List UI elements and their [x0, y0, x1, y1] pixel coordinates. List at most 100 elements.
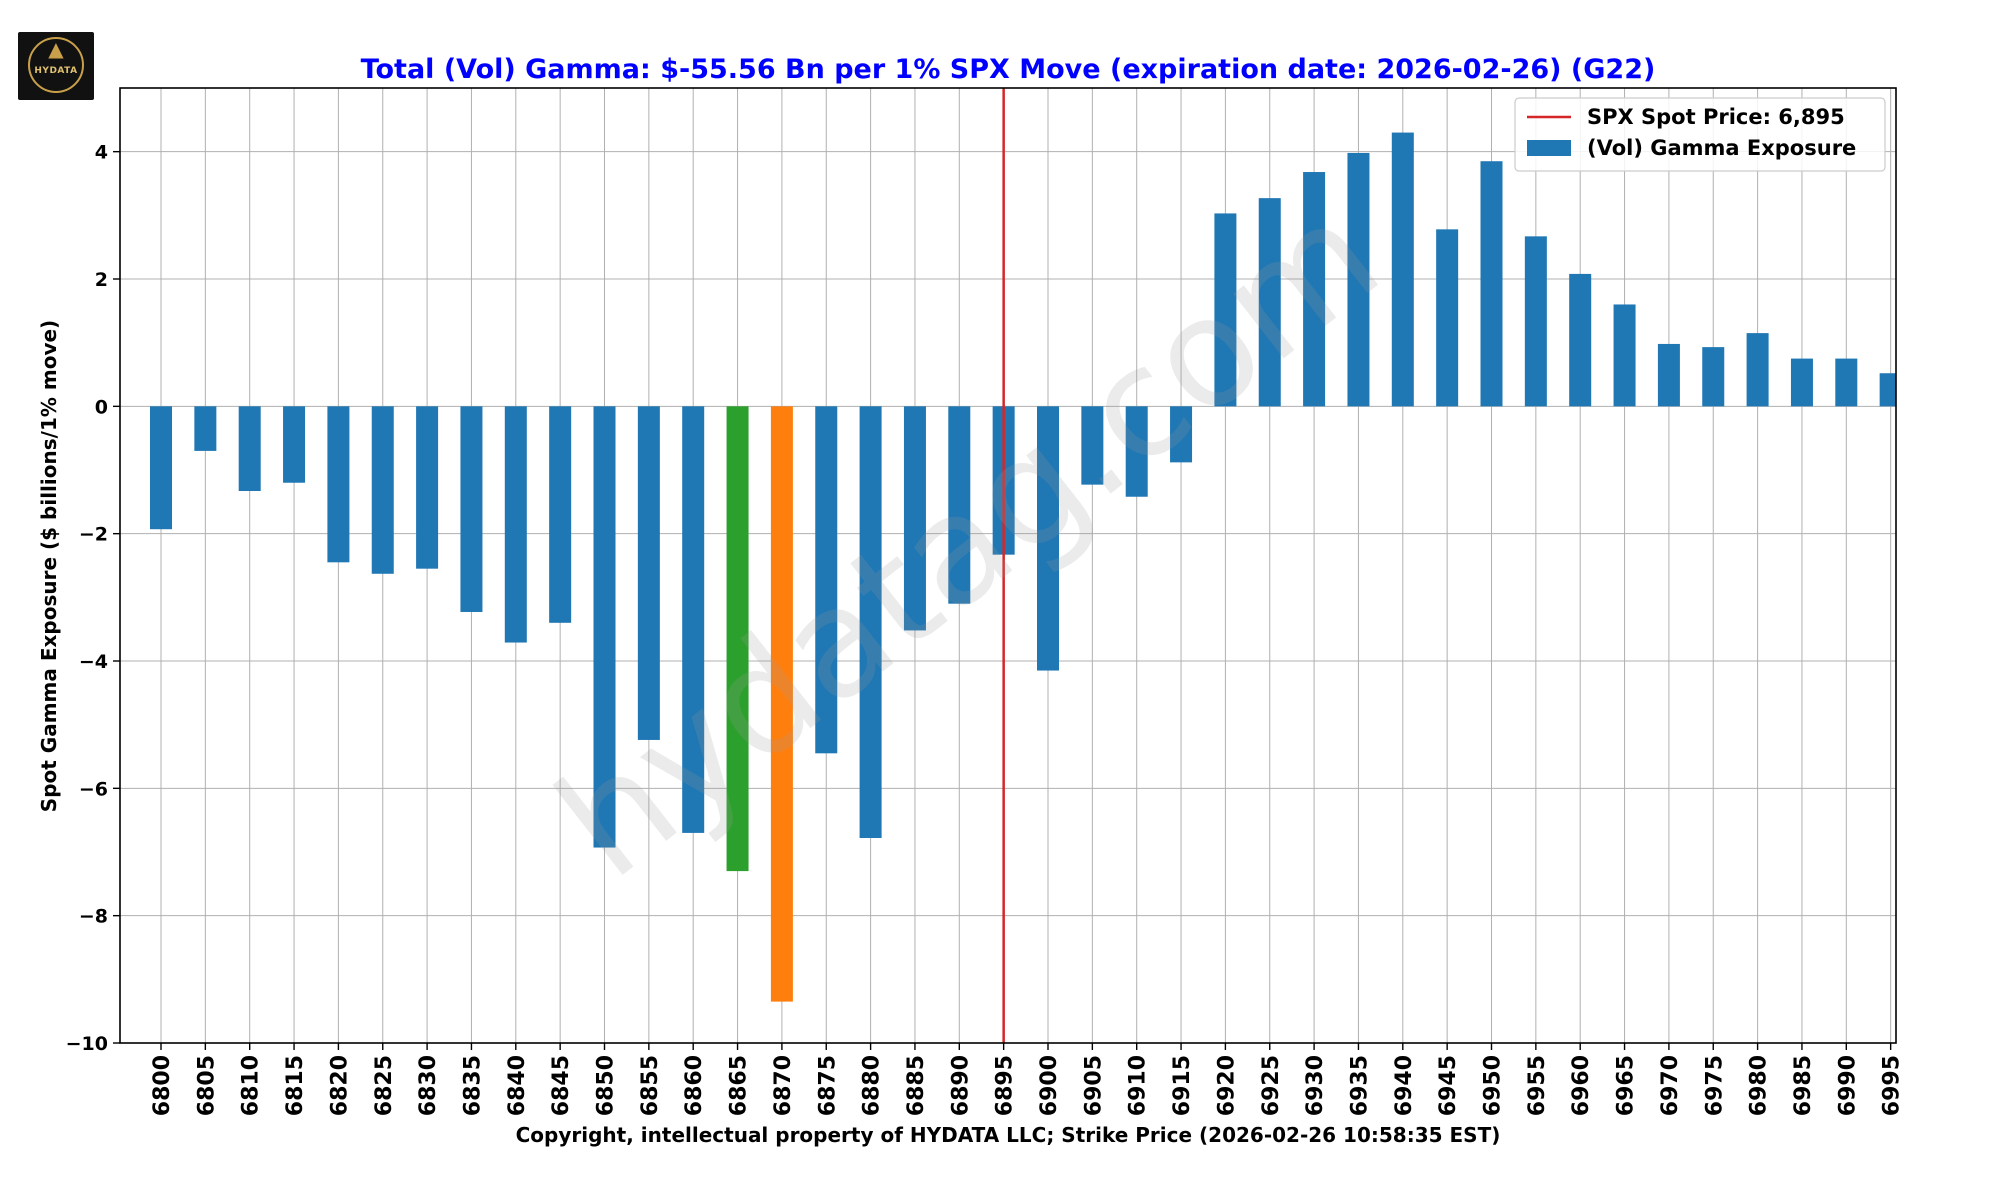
- bar-6805: [194, 406, 217, 451]
- plot-frame: [119, 87, 1897, 1044]
- x-tick-label: 6835: [460, 1055, 485, 1116]
- bar-6925: [1258, 198, 1281, 407]
- bar-6875: [815, 406, 838, 754]
- x-tick-label: 6870: [771, 1055, 796, 1116]
- logo-text: HYDATA: [34, 66, 78, 76]
- legend-box: [1514, 97, 1886, 172]
- x-tick-label: 6960: [1569, 1055, 1594, 1116]
- bar-6815: [283, 406, 306, 483]
- bar-6970: [1657, 343, 1680, 407]
- x-tick-label: 6925: [1259, 1055, 1284, 1116]
- bar-6800: [150, 406, 172, 530]
- logo-ring: [28, 37, 84, 93]
- bar-6920: [1214, 213, 1237, 407]
- bar-6975: [1702, 347, 1725, 407]
- x-tick-label: 6885: [904, 1055, 929, 1116]
- x-tick-label: 6990: [1835, 1055, 1860, 1116]
- bar-6955: [1524, 236, 1547, 407]
- y-tick-label: −6: [79, 778, 108, 800]
- x-axis-label: Copyright, intellectual property of HYDA…: [516, 1123, 1501, 1147]
- bar-6880: [859, 406, 882, 838]
- x-tick-label: 6875: [815, 1055, 840, 1116]
- x-tick-label: 6850: [594, 1055, 619, 1116]
- bar-6820: [327, 406, 350, 563]
- bar-6965: [1613, 304, 1636, 407]
- y-tick-label: −10: [66, 1033, 108, 1055]
- y-tick-label: 4: [95, 142, 108, 164]
- bar-6845: [549, 406, 572, 623]
- x-tick-label: 6805: [194, 1055, 219, 1116]
- bar-6950: [1480, 161, 1503, 407]
- bar-6870: [770, 406, 793, 1002]
- bar-6830: [416, 406, 439, 569]
- x-tick-label: 6895: [993, 1055, 1018, 1116]
- x-tick-label: 6920: [1214, 1055, 1239, 1116]
- x-tick-label: 6855: [638, 1055, 663, 1116]
- bar-6935: [1347, 152, 1370, 407]
- x-tick-label: 6800: [150, 1055, 175, 1116]
- x-tick-label: 6930: [1303, 1055, 1328, 1116]
- x-tick-label: 6825: [372, 1055, 397, 1116]
- chart-title: Total (Vol) Gamma: $-55.56 Bn per 1% SPX…: [361, 54, 1656, 85]
- legend-bar-swatch: [1527, 140, 1571, 156]
- x-tick-label: 6965: [1614, 1055, 1639, 1116]
- x-tick-label: 6980: [1747, 1055, 1772, 1116]
- legend: SPX Spot Price: 6,895 (Vol) Gamma Exposu…: [1514, 97, 1886, 172]
- bar-6855: [637, 406, 660, 740]
- x-tick-label: 6955: [1525, 1055, 1550, 1116]
- bar-6835: [460, 406, 483, 612]
- bar-6995: [1879, 373, 1896, 407]
- x-tick-label: 6860: [682, 1055, 707, 1116]
- x-tick-label: 6815: [283, 1055, 308, 1116]
- bar-6810: [238, 406, 261, 492]
- y-axis: −10 −8 −6 −4 −2 0 2 4: [66, 142, 120, 1055]
- legend-spot-label: SPX Spot Price: 6,895: [1587, 105, 1845, 129]
- x-tick-label: 6970: [1658, 1055, 1683, 1116]
- bar-6940: [1391, 132, 1414, 407]
- bar-6900: [1037, 406, 1059, 671]
- x-tick-label: 6910: [1126, 1055, 1151, 1116]
- x-tick-label: 6810: [239, 1055, 264, 1116]
- y-tick-label: 2: [95, 269, 108, 291]
- bars-layer: [150, 132, 1896, 1002]
- hydata-logo: ▲ HYDATA: [18, 32, 94, 100]
- x-tick-label: 6975: [1702, 1055, 1727, 1116]
- bar-6990: [1835, 358, 1858, 407]
- bar-6945: [1436, 229, 1459, 407]
- bar-6825: [371, 406, 394, 574]
- x-tick-label: 6830: [416, 1055, 441, 1116]
- x-tick-label: 6945: [1436, 1055, 1461, 1116]
- bar-6910: [1125, 406, 1148, 497]
- x-tick-label: 6880: [860, 1055, 885, 1116]
- y-tick-label: −2: [79, 524, 108, 546]
- x-tick-label: 6915: [1170, 1055, 1195, 1116]
- bar-6905: [1081, 406, 1104, 485]
- wolf-icon: ▲: [48, 37, 64, 61]
- bar-6980: [1746, 333, 1769, 407]
- bar-6860: [682, 406, 705, 833]
- x-tick-label: 6890: [948, 1055, 973, 1116]
- x-tick-label: 6845: [549, 1055, 574, 1116]
- x-tick-label: 6865: [727, 1055, 752, 1116]
- y-tick-label: −8: [79, 906, 108, 928]
- bar-6865: [726, 406, 749, 872]
- x-tick-label: 6940: [1392, 1055, 1417, 1116]
- x-tick-label: 6935: [1347, 1055, 1372, 1116]
- x-tick-label: 6985: [1791, 1055, 1816, 1116]
- bar-6985: [1790, 358, 1813, 407]
- bar-6960: [1569, 273, 1592, 407]
- x-tick-label: 6840: [505, 1055, 530, 1116]
- bar-6890: [948, 406, 971, 604]
- bar-6840: [504, 406, 527, 643]
- bar-6930: [1303, 172, 1326, 407]
- bar-6850: [593, 406, 616, 848]
- legend-bar-label: (Vol) Gamma Exposure: [1587, 136, 1856, 160]
- bar-6915: [1170, 406, 1193, 463]
- bar-6885: [903, 406, 926, 631]
- x-tick-label: 6820: [327, 1055, 352, 1116]
- y-tick-label: −4: [79, 651, 108, 673]
- x-tick-label: 6900: [1037, 1055, 1062, 1116]
- x-tick-label: 6905: [1081, 1055, 1106, 1116]
- y-tick-label: 0: [95, 396, 108, 418]
